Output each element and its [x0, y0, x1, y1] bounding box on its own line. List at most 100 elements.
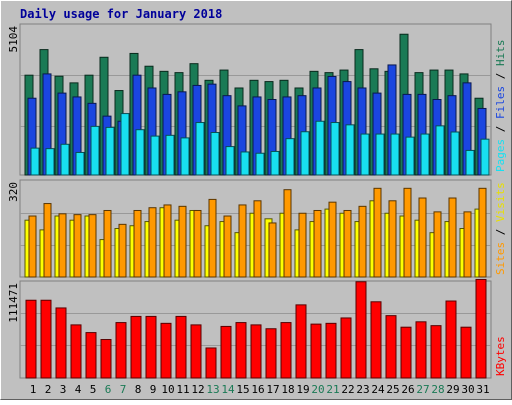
bar-pages-day-18 [285, 138, 295, 176]
bar-pages-day-30 [465, 149, 475, 176]
bar-sites-day-16 [253, 200, 262, 278]
bar-sites-day-13 [208, 198, 217, 278]
day-label-14: 14 [221, 383, 235, 396]
day-label-17: 17 [266, 383, 279, 396]
day-label-28: 28 [431, 383, 444, 396]
bar-sites-day-26 [403, 187, 412, 278]
bar-sites-day-30 [463, 211, 472, 278]
day-label-6: 6 [105, 383, 112, 396]
hits-files-pages-bars [24, 33, 490, 176]
bar-kbytes-day-1 [25, 299, 37, 379]
hits-max-label: 5104 [7, 26, 20, 53]
bar-kbytes-day-19 [295, 304, 307, 379]
bar-pages-day-14 [225, 146, 235, 176]
chart-title: Daily usage for January 2018 [20, 7, 222, 21]
bar-kbytes-day-17 [265, 328, 277, 379]
bar-pages-day-17 [270, 150, 280, 176]
bar-pages-day-6 [105, 126, 115, 176]
bar-sites-day-27 [418, 197, 427, 278]
day-label-26: 26 [401, 383, 414, 396]
day-label-4: 4 [75, 383, 82, 396]
bar-kbytes-day-28 [430, 325, 442, 379]
bar-kbytes-day-13 [205, 347, 217, 379]
bar-kbytes-day-11 [175, 315, 187, 379]
bar-kbytes-day-25 [385, 315, 397, 379]
day-label-19: 19 [296, 383, 309, 396]
day-label-20: 20 [311, 383, 324, 396]
bar-pages-day-3 [60, 143, 70, 176]
bar-sites-day-9 [148, 207, 157, 278]
bar-sites-day-1 [28, 215, 37, 278]
bar-kbytes-day-22 [340, 317, 352, 379]
bar-pages-day-11 [180, 137, 190, 176]
day-label-13: 13 [206, 383, 219, 396]
kbytes-max-label: 111471 [7, 283, 20, 323]
bar-pages-day-31 [480, 138, 490, 176]
bar-kbytes-day-21 [325, 322, 337, 379]
day-label-18: 18 [281, 383, 294, 396]
legend-kbytes: KBytes [494, 336, 507, 376]
day-label-7: 7 [120, 383, 127, 396]
bar-pages-day-26 [405, 136, 415, 176]
legend-hits: Hits [494, 40, 507, 67]
legend-files: Files [494, 86, 507, 119]
bar-kbytes-day-31 [475, 278, 487, 379]
bar-kbytes-day-7 [115, 322, 127, 379]
bar-pages-day-28 [435, 125, 445, 176]
bar-kbytes-day-27 [415, 321, 427, 379]
bar-sites-day-14 [223, 215, 232, 278]
bar-kbytes-day-4 [70, 324, 82, 379]
day-label-10: 10 [161, 383, 174, 396]
day-label-31: 31 [476, 383, 489, 396]
day-label-11: 11 [176, 383, 189, 396]
bar-sites-day-18 [283, 189, 292, 278]
bar-pages-day-4 [75, 151, 85, 176]
bar-sites-day-31 [478, 187, 487, 278]
day-label-3: 3 [60, 383, 67, 396]
legend-hits-files-pages: Pages / Files / Hits [494, 40, 507, 173]
bar-sites-day-12 [193, 209, 202, 278]
bar-sites-day-5 [88, 214, 97, 278]
bar-pages-day-10 [165, 134, 175, 176]
day-tick-labels: 1 2 3 4 5 6 7 8 9 10 11 12 13 14 15 16 17 18 19 20 21 22 23 24 2… [30, 383, 490, 396]
bar-kbytes-day-10 [160, 322, 172, 379]
bar-pages-day-29 [450, 131, 460, 176]
bar-kbytes-day-30 [460, 326, 472, 379]
bar-pages-day-7 [120, 113, 130, 176]
bar-kbytes-day-6 [100, 339, 112, 379]
bar-pages-day-25 [390, 133, 400, 176]
bar-sites-day-6 [103, 209, 112, 278]
bar-pages-day-1 [30, 147, 40, 176]
day-label-9: 9 [150, 383, 157, 396]
bar-sites-day-29 [448, 197, 457, 278]
day-label-2: 2 [45, 383, 52, 396]
bar-pages-day-27 [420, 133, 430, 176]
bar-kbytes-day-12 [190, 324, 202, 379]
bar-pages-day-23 [360, 133, 370, 176]
bar-kbytes-day-8 [130, 315, 142, 379]
bar-kbytes-day-15 [235, 322, 247, 379]
bar-sites-day-3 [58, 213, 67, 278]
bar-sites-day-2 [43, 203, 52, 278]
bar-sites-day-19 [298, 212, 307, 278]
bar-sites-day-7 [118, 223, 127, 278]
day-label-22: 22 [341, 383, 354, 396]
bar-pages-day-16 [255, 152, 265, 176]
day-label-30: 30 [461, 383, 474, 396]
day-label-15: 15 [236, 383, 249, 396]
day-label-21: 21 [326, 383, 339, 396]
bar-kbytes-day-3 [55, 307, 67, 379]
visits-max-label: 320 [7, 182, 20, 202]
bar-kbytes-day-20 [310, 323, 322, 379]
bar-sites-day-21 [328, 201, 337, 278]
day-label-5: 5 [90, 383, 97, 396]
bar-pages-day-15 [240, 151, 250, 176]
bar-sites-day-11 [178, 205, 187, 278]
legend-sites-visits: Sites / Visits [494, 182, 507, 275]
bar-kbytes-day-18 [280, 322, 292, 379]
bar-kbytes-day-29 [445, 300, 457, 379]
day-label-12: 12 [191, 383, 204, 396]
